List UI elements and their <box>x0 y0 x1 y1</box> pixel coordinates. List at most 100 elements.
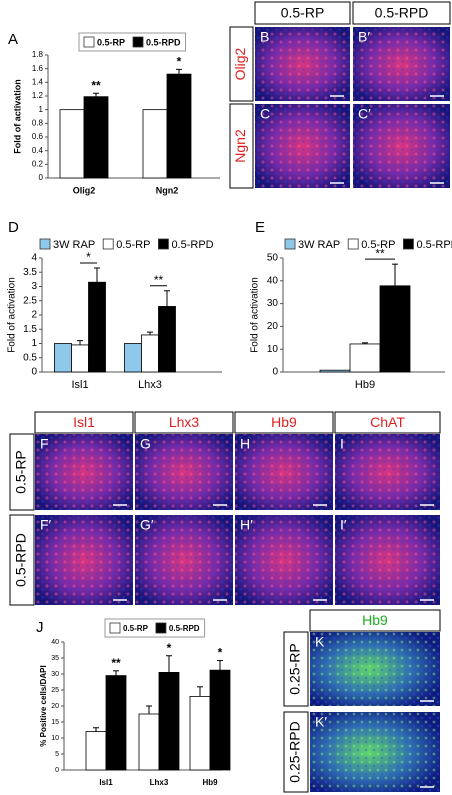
x-tick-label: Lhx3 <box>150 778 169 787</box>
y-tick-label: 50 <box>267 253 279 264</box>
legend-label: 0.5-RPD <box>416 239 452 251</box>
y-tick-label: 35 <box>51 655 59 662</box>
panel-letter: K <box>315 634 325 650</box>
legend-label: 0.5-RPD <box>146 37 181 47</box>
legend-box <box>78 32 187 52</box>
legend-swatch <box>347 238 359 250</box>
micrograph-cells <box>353 27 450 101</box>
y-tick-label: 30 <box>51 671 59 678</box>
panel-letter: B′ <box>358 29 370 45</box>
legend-label: 0.5-RPD <box>169 624 200 633</box>
micrograph-cells <box>353 104 450 188</box>
y-tick-label: 5 <box>55 751 59 758</box>
column-header: 0.5-RPD <box>375 5 429 21</box>
significance: ** <box>91 78 101 92</box>
y-tick-label: 25 <box>51 687 59 694</box>
bar <box>142 109 168 179</box>
row-label: 0.5-RP <box>13 450 29 494</box>
x-tick-label: Hb9 <box>355 379 375 391</box>
y-axis-label: Fold of activation <box>12 79 22 154</box>
significance: * <box>218 646 223 660</box>
micrograph-cells <box>135 515 233 605</box>
micrograph-cells <box>235 515 333 605</box>
panel-letter: I′ <box>340 517 347 533</box>
panel-letter: H′ <box>240 517 253 533</box>
column-header: Hb9 <box>271 414 297 430</box>
legend-label: 3W RAP <box>298 239 340 251</box>
bar <box>59 109 85 179</box>
row-label: Olig2 <box>232 47 248 80</box>
significance: ** <box>111 656 121 670</box>
panel-letter: I <box>340 436 344 452</box>
y-tick-label: 0 <box>55 767 59 774</box>
y-tick-label: 20 <box>51 703 59 710</box>
legend-label: 0.5-RPD <box>171 239 213 251</box>
y-tick-label: 1 <box>31 338 37 349</box>
column-header-box <box>352 1 451 25</box>
panel-letter: F′ <box>40 517 52 533</box>
legend-label: 0.5-RP <box>123 624 149 633</box>
micrograph-cells <box>255 104 350 188</box>
micrograph-cells <box>335 434 440 510</box>
y-tick-label: 4 <box>31 253 37 264</box>
bar <box>319 369 351 373</box>
column-header: ChAT <box>370 414 405 430</box>
panel-letter: B <box>260 29 269 45</box>
y-tick-label: 0.5 <box>23 352 37 363</box>
x-tick-label: Ngn2 <box>156 185 179 195</box>
bar <box>71 344 89 373</box>
panel-letter: G′ <box>140 517 154 533</box>
y-axis-label: Fold of activation <box>7 277 18 353</box>
micrograph-cells <box>35 434 133 510</box>
significance: ** <box>154 273 164 287</box>
legend-swatch <box>155 622 167 634</box>
legend-swatch <box>284 238 296 250</box>
panel-letter: F <box>40 436 49 452</box>
row-label-box <box>9 514 35 606</box>
legend-swatch <box>39 238 51 250</box>
y-tick-label: 10 <box>51 735 59 742</box>
legend-label: 3W RAP <box>53 239 95 251</box>
bar <box>349 343 381 373</box>
row-label: 0.5-RPD <box>13 533 29 587</box>
bar <box>85 731 107 771</box>
x-tick-label: Lhx3 <box>138 379 162 391</box>
micrograph-cells <box>255 27 350 101</box>
column-header-box <box>334 411 441 434</box>
micrograph-cells <box>310 712 440 792</box>
row-label: 0.25-RP <box>287 643 303 694</box>
bar <box>379 285 411 373</box>
legend-label: 0.5-RP <box>116 239 150 251</box>
bar <box>141 334 159 373</box>
significance: * <box>86 250 91 264</box>
bar <box>83 96 109 179</box>
bar <box>166 73 192 179</box>
panel-letter: E <box>255 219 265 236</box>
x-tick-label: Olig2 <box>73 185 96 195</box>
y-tick-label: 1.6 <box>32 64 44 73</box>
legend-swatch <box>132 36 144 48</box>
panel-letter: C′ <box>358 106 371 122</box>
row-label-box <box>9 433 35 511</box>
column-header: 0.5-RP <box>281 5 325 21</box>
legend-label: 0.5-RP <box>361 239 395 251</box>
x-tick-label: Isl1 <box>99 778 113 787</box>
bar <box>209 669 231 771</box>
legend-box <box>104 618 206 638</box>
column-header-box <box>34 411 134 434</box>
y-tick-label: 3 <box>31 281 37 292</box>
column-header-box <box>309 609 441 632</box>
column-header-box <box>254 1 351 25</box>
column-header: Lhx3 <box>169 414 200 430</box>
x-tick-label: Hb9 <box>202 778 218 787</box>
y-tick-label: 15 <box>51 719 59 726</box>
y-tick-label: 1.8 <box>32 50 44 59</box>
y-tick-label: 0.2 <box>32 159 44 168</box>
y-tick-label: 30 <box>267 298 279 309</box>
y-tick-label: 2.5 <box>23 295 37 306</box>
bar <box>105 675 127 771</box>
micrograph-cells <box>335 515 440 605</box>
y-tick-label: 0 <box>39 173 44 182</box>
micrograph-cells <box>35 515 133 605</box>
